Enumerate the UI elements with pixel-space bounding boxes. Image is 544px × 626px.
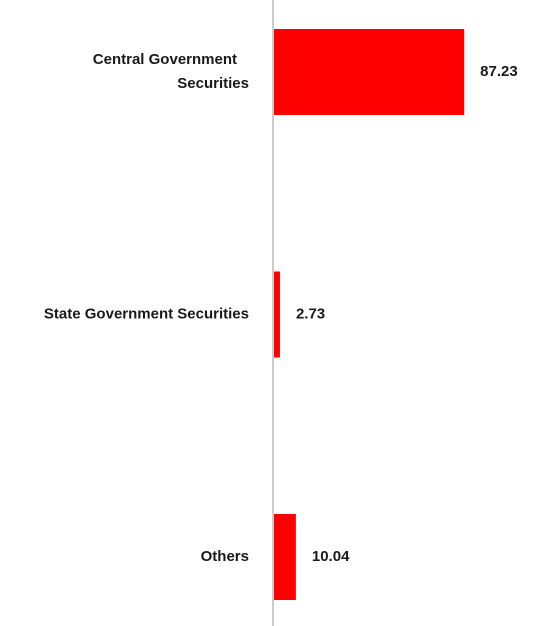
category-label: Others xyxy=(201,548,249,565)
value-label: 10.04 xyxy=(312,548,350,565)
value-label: 87.23 xyxy=(480,63,518,80)
category-label: Central Government Securities xyxy=(93,51,249,92)
bar xyxy=(274,29,465,115)
value-label: 2.73 xyxy=(296,305,325,322)
category-label: State Government Securities xyxy=(44,305,249,322)
bar xyxy=(274,514,296,600)
bar xyxy=(274,271,280,358)
